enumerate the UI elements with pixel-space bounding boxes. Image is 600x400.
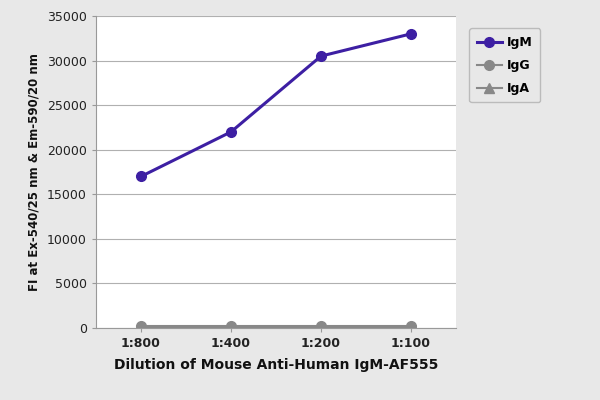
Legend: IgM, IgG, IgA: IgM, IgG, IgA	[469, 28, 540, 102]
IgM	[137, 174, 145, 179]
IgG	[137, 324, 145, 329]
IgA	[137, 325, 145, 330]
Line: IgG: IgG	[136, 321, 416, 331]
IgG	[227, 324, 235, 329]
IgA	[227, 325, 235, 330]
X-axis label: Dilution of Mouse Anti-Human IgM-AF555: Dilution of Mouse Anti-Human IgM-AF555	[114, 358, 438, 372]
IgA	[407, 325, 415, 330]
Y-axis label: FI at Ex-540/25 nm & Em-590/20 nm: FI at Ex-540/25 nm & Em-590/20 nm	[27, 53, 40, 291]
IgG	[317, 324, 325, 329]
Line: IgM: IgM	[136, 29, 416, 181]
IgM	[227, 130, 235, 134]
Line: IgA: IgA	[136, 322, 416, 332]
IgM	[317, 54, 325, 58]
IgM	[407, 32, 415, 36]
IgA	[317, 325, 325, 330]
IgG	[407, 324, 415, 329]
